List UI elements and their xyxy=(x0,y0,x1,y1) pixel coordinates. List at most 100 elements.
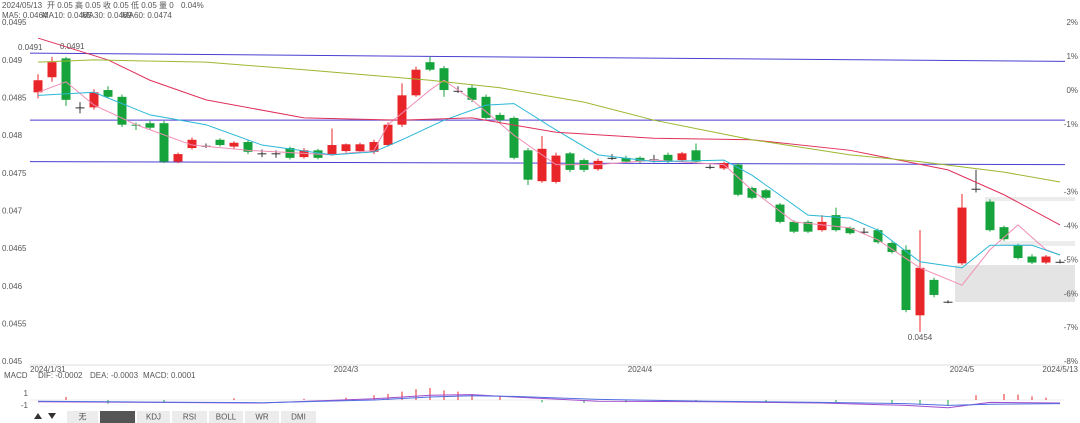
candle-body xyxy=(1055,261,1065,263)
candle-body xyxy=(61,58,71,100)
candle-body xyxy=(159,123,169,162)
candle-body xyxy=(621,157,631,162)
y2-tick-label: -1% xyxy=(1064,120,1078,129)
tab[interactable] xyxy=(137,411,170,423)
scroll-up[interactable] xyxy=(34,413,42,419)
candle-body xyxy=(831,215,841,231)
candle-body xyxy=(677,153,687,161)
candle-body xyxy=(1041,256,1051,263)
candle-body xyxy=(229,142,239,147)
candle-body xyxy=(887,242,897,253)
tab[interactable] xyxy=(172,411,207,423)
y2-tick-label: 2% xyxy=(1066,18,1078,27)
candle-body xyxy=(943,301,953,303)
tab-label[interactable]: RSI xyxy=(183,413,196,422)
candle-body xyxy=(145,123,155,128)
y-tick-label: 0.049 xyxy=(2,56,23,65)
candle-body xyxy=(187,139,197,149)
candle-body xyxy=(243,142,253,152)
tab[interactable] xyxy=(245,411,279,423)
macd-title: MACD xyxy=(4,371,28,380)
tab[interactable] xyxy=(67,411,98,423)
macd-tick-label: 1 xyxy=(24,389,29,398)
candle-body xyxy=(551,155,561,182)
tab-label[interactable]: KDJ xyxy=(146,413,161,422)
x-tick-label: 2024/1/31 xyxy=(30,365,66,374)
candle-body xyxy=(467,87,477,100)
candle-body xyxy=(103,90,113,97)
y-tick-label: 0.0495 xyxy=(2,18,27,27)
y2-tick-label: 0% xyxy=(1066,86,1078,95)
info-text: 开 0.05 xyxy=(47,1,73,10)
legend-entry: MA60: 0.0474 xyxy=(122,11,172,20)
candle-body xyxy=(439,68,449,91)
macd-legend: DEA: -0.0003 xyxy=(90,371,139,380)
line-series xyxy=(37,37,1061,226)
candle-body xyxy=(173,154,183,162)
candle-body xyxy=(1013,245,1023,259)
x-tick-label: 2024/3 xyxy=(334,365,359,374)
macd-tick-label: -1 xyxy=(21,401,29,410)
candle-body xyxy=(383,124,393,146)
y-tick-label: 0.0455 xyxy=(2,319,27,328)
candle-body xyxy=(775,204,785,222)
line-series xyxy=(37,79,1061,286)
tab[interactable] xyxy=(209,411,243,423)
tab-label[interactable]: 无 xyxy=(79,413,87,422)
legend-entry: MA5: 0.0464 xyxy=(2,11,48,20)
macd-legend: DIF: -0.0002 xyxy=(38,371,83,380)
x-tick-label: 2024/5/13 xyxy=(1042,365,1078,374)
y-tick-label: 0.0485 xyxy=(2,93,27,102)
candle-body xyxy=(859,231,869,233)
x-tick-label: 2024/4 xyxy=(628,365,653,374)
candle-body xyxy=(327,145,337,155)
tab-label[interactable]: WR xyxy=(255,413,269,422)
candle-body xyxy=(999,227,1009,240)
candle-body xyxy=(1027,256,1037,263)
candle-body xyxy=(411,69,421,96)
info-text: 收 0.05 xyxy=(103,0,129,10)
candle-body xyxy=(537,148,547,182)
candle-body xyxy=(47,62,57,78)
tab[interactable] xyxy=(281,411,316,423)
candle-body xyxy=(985,201,995,231)
candle-body xyxy=(845,227,855,234)
candle-body xyxy=(481,96,491,118)
y-tick-label: 0.045 xyxy=(2,357,23,366)
y2-tick-label: -3% xyxy=(1064,188,1078,197)
info-text: 量 0 xyxy=(159,1,174,10)
line-series xyxy=(37,395,1061,406)
tab-label[interactable]: DMI xyxy=(291,413,306,422)
candle-body xyxy=(929,279,939,295)
scroll-down[interactable] xyxy=(48,413,56,419)
macd-legend: MACD: 0.0001 xyxy=(143,371,196,380)
tab[interactable] xyxy=(100,411,135,423)
trend-line-label: 0.0491 xyxy=(18,43,43,52)
range-box xyxy=(955,265,1075,302)
candle-body xyxy=(663,154,673,162)
legend-entry: MA30: 0.0469 xyxy=(82,11,132,20)
candle-body xyxy=(817,221,827,231)
y-tick-label: 0.047 xyxy=(2,206,23,215)
tab-label[interactable]: BOLL xyxy=(216,413,237,422)
candle-body xyxy=(257,153,267,155)
candle-body xyxy=(873,230,883,243)
candle-body xyxy=(901,249,911,311)
candle-body xyxy=(691,150,701,162)
line-series xyxy=(37,59,1061,183)
high-label: 0.0491 xyxy=(60,42,85,51)
tab-label[interactable]: MACD xyxy=(106,413,130,422)
candle-body xyxy=(453,90,463,92)
candle-body xyxy=(271,153,281,155)
candle-body xyxy=(215,139,225,146)
y-tick-label: 0.0475 xyxy=(2,169,27,178)
candle-body xyxy=(397,95,407,125)
candle-body xyxy=(565,153,575,170)
candle-body xyxy=(89,92,99,108)
y2-tick-label: -6% xyxy=(1064,289,1078,298)
legend-entry: MA10: 0.0465 xyxy=(42,11,92,20)
low-label: 0.0454 xyxy=(908,333,933,342)
info-text: 2024/05/13 xyxy=(2,1,43,10)
